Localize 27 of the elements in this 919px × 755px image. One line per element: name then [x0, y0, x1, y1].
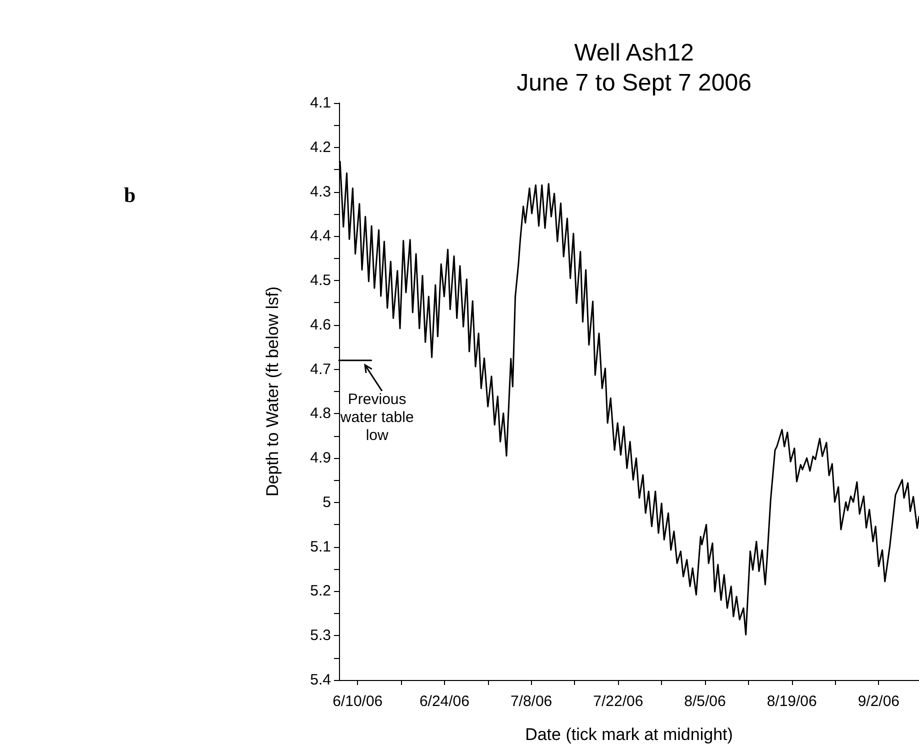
y-tick-label: 4.7	[310, 360, 331, 378]
x-tick-label: 8/19/06	[766, 693, 817, 710]
x-tick-label: 7/8/06	[510, 693, 552, 710]
x-tick-label: 7/22/06	[593, 693, 644, 710]
y-tick-label: 5.3	[310, 627, 331, 644]
y-axis-title: Depth to Water (ft below lsf)	[263, 286, 282, 497]
chart-subtitle: June 7 to Sept 7 2006	[516, 70, 752, 96]
y-tick-label: 4.5	[310, 272, 331, 290]
y-tick-label: 5.4	[310, 672, 331, 688]
x-tick-label: 9/2/06	[858, 693, 900, 710]
y-tick-label: 5	[322, 494, 331, 511]
y-tick-label: 4.8	[310, 405, 331, 422]
y-tick-label: 4.4	[310, 228, 331, 245]
chart-title: Well Ash12	[574, 40, 694, 66]
x-tick-label: 6/10/06	[332, 693, 383, 710]
x-tick-label: 6/24/06	[419, 693, 470, 710]
y-tick-label: 4.3	[310, 183, 331, 200]
y-tick-label: 4.2	[310, 138, 331, 156]
y-tick-label: 5.1	[310, 538, 331, 556]
annotation: Previous water table low	[339, 390, 415, 445]
x-tick-label: 8/5/06	[684, 693, 726, 710]
y-tick-label: 4.9	[310, 450, 331, 467]
x-axis-title: Date (tick mark at midnight)	[525, 725, 733, 744]
y-tick-label: 5.2	[310, 582, 331, 600]
y-tick-label: 4.6	[310, 316, 331, 334]
text: b	[124, 183, 136, 208]
y-tick-label: 4.1	[310, 94, 331, 112]
